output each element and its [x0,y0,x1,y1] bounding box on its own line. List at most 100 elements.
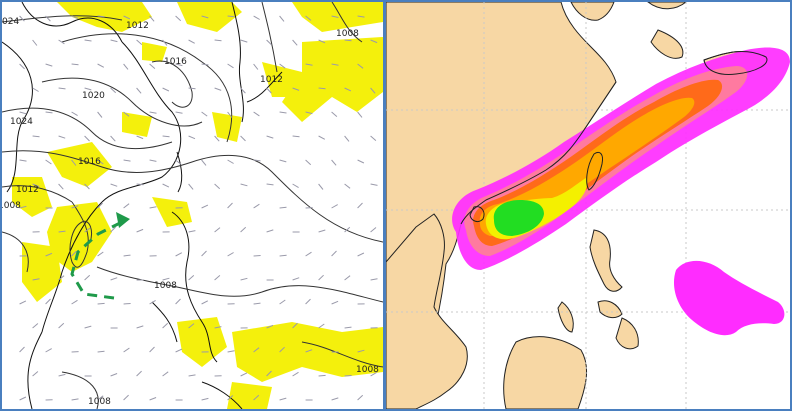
isobar-labels: 024 1012 1016 1020 1024 1016 1012 1008 1… [2,17,379,407]
wind-barb [331,63,339,66]
wind-barb [214,227,221,233]
wind-barb [279,254,287,257]
wind-barb [136,228,144,233]
wind-barb [123,159,131,162]
wind-barb [292,87,300,91]
wind-barb [279,299,286,305]
isobar-label: 1012 [126,21,149,31]
wind-barb [201,63,209,66]
wind-barb [97,202,103,209]
wind-barb [58,183,64,190]
wind-barb [58,373,66,377]
wind-barb [253,347,260,353]
wind-barb [97,395,104,401]
wind-barb [370,183,378,186]
wind-barb [188,374,196,377]
wind-barb [331,250,337,257]
wind-barb [357,349,365,353]
wind-barb [253,111,260,117]
wind-barb [253,255,261,257]
wind-barb [240,183,248,187]
isobar-label: 1008 [356,365,379,375]
wind-barb [266,135,274,139]
wind-barb [110,87,117,94]
wind-barb [149,299,156,305]
wind-barb [266,324,274,329]
wind-barb [201,204,209,209]
isobar-label: 1008 [336,29,359,39]
wind-barb [162,135,170,138]
wind-barb [188,183,194,190]
wind-barb [162,371,169,377]
wind-barb [318,39,326,44]
isobar-label: 1008 [2,201,21,211]
secondary-patch-magenta [673,260,785,336]
wind-barb [162,87,170,92]
wind-barb [214,183,221,190]
wind-barb [253,302,261,305]
wind-barb [136,325,144,329]
wind-barb [123,394,129,401]
wind-barb [110,226,116,233]
synoptic-chart: 024 1012 1016 1020 1024 1016 1012 1008 1… [2,2,383,409]
wind-barb [370,87,376,94]
wind-barb [370,227,377,233]
wind-barb [45,348,52,353]
wind-barb [110,135,116,142]
isobar-label: 1012 [16,185,39,195]
wind-barb [45,298,51,305]
isobar-label: 1008 [154,281,177,291]
wind-barb [175,348,183,353]
wind-barb [71,250,77,257]
isobar-label: 024 [2,17,19,27]
wind-barb [201,111,208,117]
wind-barb [370,278,378,281]
wind-barb [149,111,157,114]
wind-barb [175,111,183,114]
wind-barb [149,63,156,69]
wind-barb [240,372,248,377]
wind-barb [123,63,129,70]
wind-barb [58,322,65,329]
wind-barb [370,39,378,44]
wind-barb [305,298,311,305]
wind-barb [123,203,130,209]
wind-barb [84,227,91,233]
wind-barb [279,159,287,163]
wind-barb [357,63,364,69]
wind-barb [370,371,377,377]
wind-barb [357,394,364,401]
wind-barb [331,15,339,18]
wind-barb [188,323,195,329]
wind-barb [318,274,324,281]
wind-barb [227,350,235,353]
wind-barb [97,111,103,118]
wind-barb [136,370,142,377]
wind-barb [71,111,78,117]
wind-barb [19,205,27,209]
wind-barb [292,371,299,377]
probability-plume [452,47,790,336]
wind-barb [188,87,196,90]
wind-barb [240,226,247,233]
probability-map-panel [386,2,790,409]
wind-barb [344,326,352,329]
wind-barb [32,278,40,281]
wind-barb [71,63,79,66]
wind-barb [266,370,272,377]
wind-barb [357,252,365,257]
wind-barb [266,229,274,233]
wind-barb [175,252,183,257]
probability-map [386,2,790,409]
wind-barb [279,397,287,401]
wind-barb [175,298,181,305]
wind-barb [318,87,326,90]
wind-barb [19,300,27,305]
wind-barb [357,159,365,164]
wind-barb [214,39,222,42]
wind-barb [318,183,324,190]
wind-barb [240,39,248,43]
wind-barb [149,206,157,209]
wind-barb [266,87,272,94]
wind-barb [227,15,235,18]
